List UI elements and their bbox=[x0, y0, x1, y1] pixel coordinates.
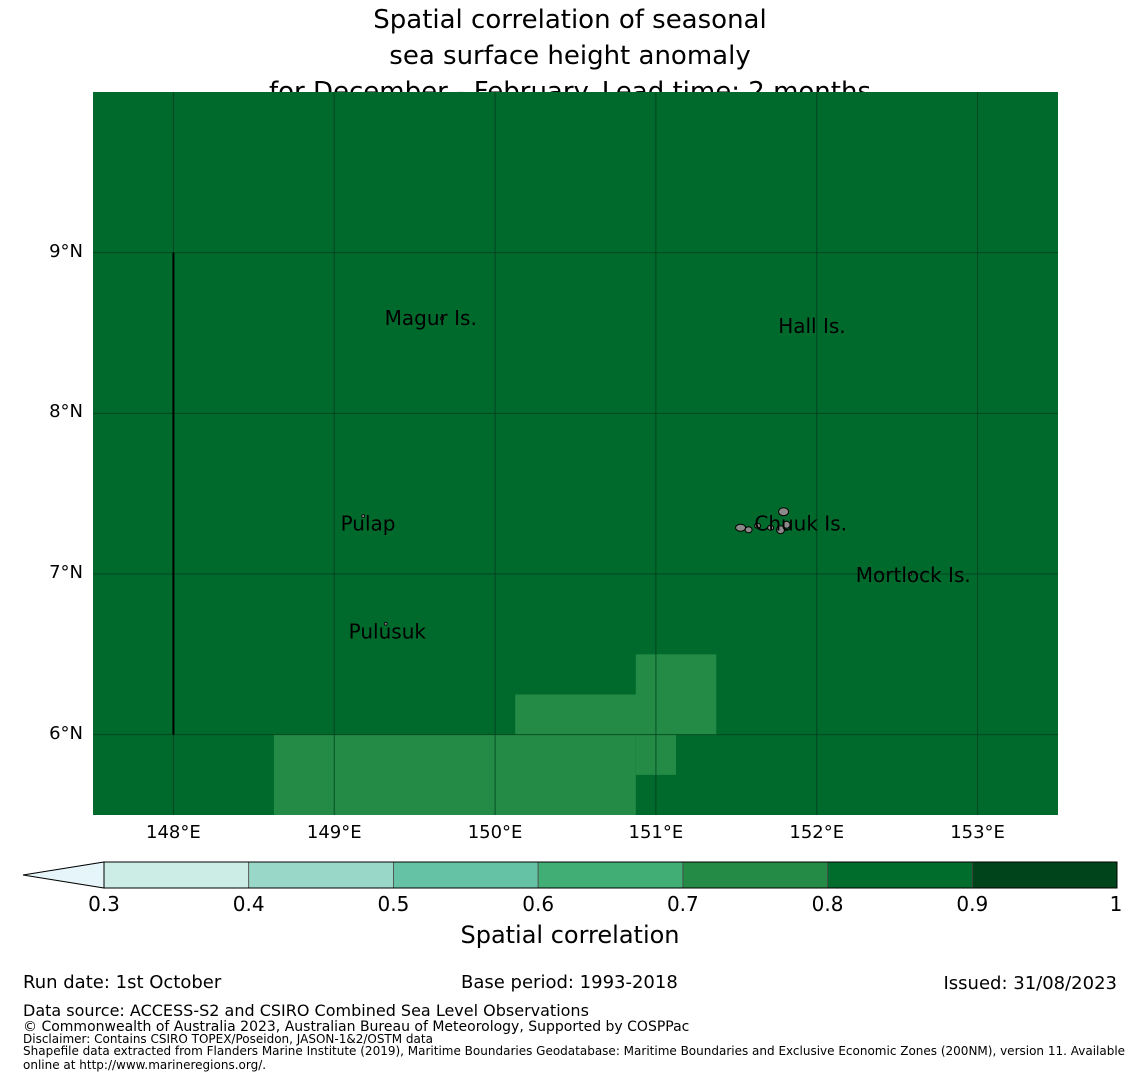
title-line-2: sea surface height anomaly bbox=[389, 41, 751, 71]
island-shape bbox=[440, 316, 444, 321]
colorbar-segment bbox=[248, 861, 394, 889]
latitude-tick-label: 8°N bbox=[49, 401, 83, 423]
island-shape bbox=[383, 621, 388, 626]
colorbar-tick-label: 0.3 bbox=[88, 892, 120, 916]
place-label: Chuuk Is. bbox=[754, 512, 847, 536]
colorbar-tick-label: 0.9 bbox=[956, 892, 989, 916]
correlation-cell bbox=[515, 694, 717, 735]
latitude-tick-label: 9°N bbox=[49, 240, 83, 262]
colorbar-title: Spatial correlation bbox=[460, 921, 680, 949]
island-shape bbox=[782, 520, 791, 529]
colorbar-outline bbox=[103, 861, 1118, 889]
longitude-tick-label: 150°E bbox=[467, 822, 523, 843]
island-shape bbox=[735, 523, 747, 532]
island-shape bbox=[778, 507, 790, 517]
colorbar-extend-arrow bbox=[22, 861, 105, 889]
copyright: © Commonwealth of Australia 2023, Austra… bbox=[23, 1019, 690, 1035]
colorbar-segment bbox=[103, 861, 250, 889]
island-shape bbox=[776, 525, 786, 535]
colorbar-tick-label: 0.8 bbox=[811, 892, 844, 916]
correlation-cell bbox=[273, 734, 636, 815]
shapefile-credit-line-2: online at http://www.marineregions.org/. bbox=[23, 1058, 267, 1072]
colorbar-segment bbox=[971, 861, 1118, 889]
latitude-tick-label: 6°N bbox=[49, 722, 83, 744]
place-label: Pulusuk bbox=[349, 619, 427, 643]
colorbar-segment bbox=[393, 861, 539, 889]
colorbar-tick-label: 1 bbox=[1109, 892, 1123, 916]
longitude-tick-label: 148°E bbox=[146, 822, 201, 843]
correlation-cell bbox=[635, 654, 717, 695]
island-shape bbox=[908, 572, 912, 576]
issued-date: Issued: 31/08/2023 bbox=[943, 973, 1117, 994]
run-date: Run date: 1st October bbox=[23, 972, 222, 993]
colorbar-tick-label: 0.7 bbox=[666, 892, 699, 916]
base-period: Base period: 1993-2018 bbox=[461, 972, 678, 993]
colorbar-segment bbox=[827, 861, 973, 889]
island-shape bbox=[361, 514, 366, 519]
data-source: Data source: ACCESS-S2 and CSIRO Combine… bbox=[23, 1001, 589, 1020]
title-line-1: Spatial correlation of seasonal bbox=[373, 5, 767, 35]
place-label: Hall Is. bbox=[778, 314, 845, 338]
place-label: Pulap bbox=[341, 512, 396, 536]
latitude-tick-label: 7°N bbox=[49, 562, 83, 583]
colorbar-segment bbox=[537, 861, 684, 889]
longitude-tick-label: 153°E bbox=[950, 822, 1005, 843]
colorbar bbox=[22, 861, 1118, 889]
island-shape bbox=[767, 524, 775, 531]
longitude-tick-label: 151°E bbox=[628, 822, 684, 843]
colorbar-tick-label: 0.4 bbox=[232, 892, 265, 916]
colorbar-tick-label: 0.6 bbox=[522, 892, 555, 916]
island-shape bbox=[744, 526, 753, 534]
place-label: Mortlock Is. bbox=[856, 563, 971, 587]
colorbar-segment bbox=[682, 861, 828, 889]
island-shape bbox=[754, 522, 762, 529]
longitude-tick-label: 152°E bbox=[789, 822, 845, 843]
shapefile-credit-line-1: Shapefile data extracted from Flanders M… bbox=[23, 1044, 1126, 1058]
place-label: Magur Is. bbox=[385, 306, 477, 330]
map-plot-area: Magur Is. Hall Is. Pulap Chuuk Is. Mortlock … bbox=[93, 92, 1058, 815]
longitude-tick-label: 149°E bbox=[306, 822, 362, 843]
colorbar-tick-label: 0.5 bbox=[377, 892, 410, 916]
disclaimer: Disclaimer: Contains CSIRO TOPEX/Poseido… bbox=[23, 1032, 433, 1046]
